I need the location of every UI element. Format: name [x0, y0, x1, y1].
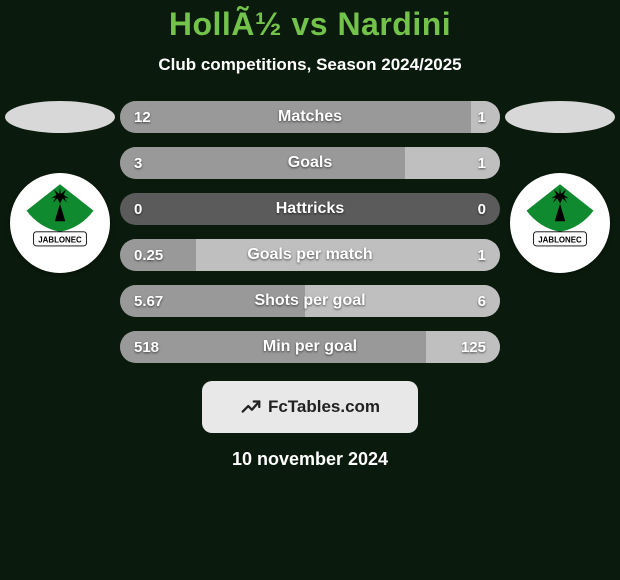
stat-bar-label: Min per goal [120, 331, 500, 363]
stat-bar-row: Goals per match0.25 1 [120, 239, 500, 271]
infographic-root: HollÃ½ vs Nardini Club competitions, Sea… [0, 0, 620, 580]
player-right-ellipse [505, 101, 615, 133]
player-left-club-badge: JABLONEC [10, 173, 110, 273]
stat-bar-left-value: 3 [134, 147, 142, 179]
player-left-column: JABLONEC [0, 101, 120, 273]
svg-text:JABLONEC: JABLONEC [538, 235, 582, 244]
stat-bar-label: Hattricks [120, 193, 500, 225]
stat-bar-left-value: 518 [134, 331, 159, 363]
player-right-club-badge: JABLONEC [510, 173, 610, 273]
svg-text:JABLONEC: JABLONEC [38, 235, 82, 244]
stat-bar-left-value: 5.67 [134, 285, 163, 317]
stat-bar-row: Matches12 1 [120, 101, 500, 133]
stat-bar-right-value: 1 [478, 239, 486, 271]
page-subtitle: Club competitions, Season 2024/2025 [158, 55, 461, 75]
stat-bar-row: Goals3 1 [120, 147, 500, 179]
stat-bar-label: Goals per match [120, 239, 500, 271]
stat-bar-row: Min per goal518 125 [120, 331, 500, 363]
stat-bar-right-value: 1 [478, 101, 486, 133]
player-right-column: JABLONEC [500, 101, 620, 273]
stat-bar-right-value: 125 [461, 331, 486, 363]
stat-bar-left-value: 0 [134, 193, 142, 225]
footer-date: 10 november 2024 [232, 449, 388, 470]
club-logo-icon: JABLONEC [16, 179, 104, 267]
chart-icon [240, 396, 262, 418]
stat-bar-left-value: 12 [134, 101, 151, 133]
source-badge: FcTables.com [202, 381, 418, 433]
stat-bar-left-value: 0.25 [134, 239, 163, 271]
stat-bar-right-value: 0 [478, 193, 486, 225]
stat-bar-right-value: 1 [478, 147, 486, 179]
stat-bar-label: Goals [120, 147, 500, 179]
source-badge-text: FcTables.com [268, 397, 380, 417]
club-logo-icon: JABLONEC [516, 179, 604, 267]
stat-bars: Matches121Goals31Hattricks00Goals per ma… [120, 101, 500, 363]
stat-bar-row: Hattricks0 0 [120, 193, 500, 225]
comparison-section: JABLONEC Matches121Goals31Hattricks00Goa… [0, 101, 620, 363]
player-left-ellipse [5, 101, 115, 133]
stat-bar-right-value: 6 [478, 285, 486, 317]
stat-bar-label: Shots per goal [120, 285, 500, 317]
stat-bar-row: Shots per goal5.67 6 [120, 285, 500, 317]
stat-bar-label: Matches [120, 101, 500, 133]
page-title: HollÃ½ vs Nardini [169, 6, 451, 43]
